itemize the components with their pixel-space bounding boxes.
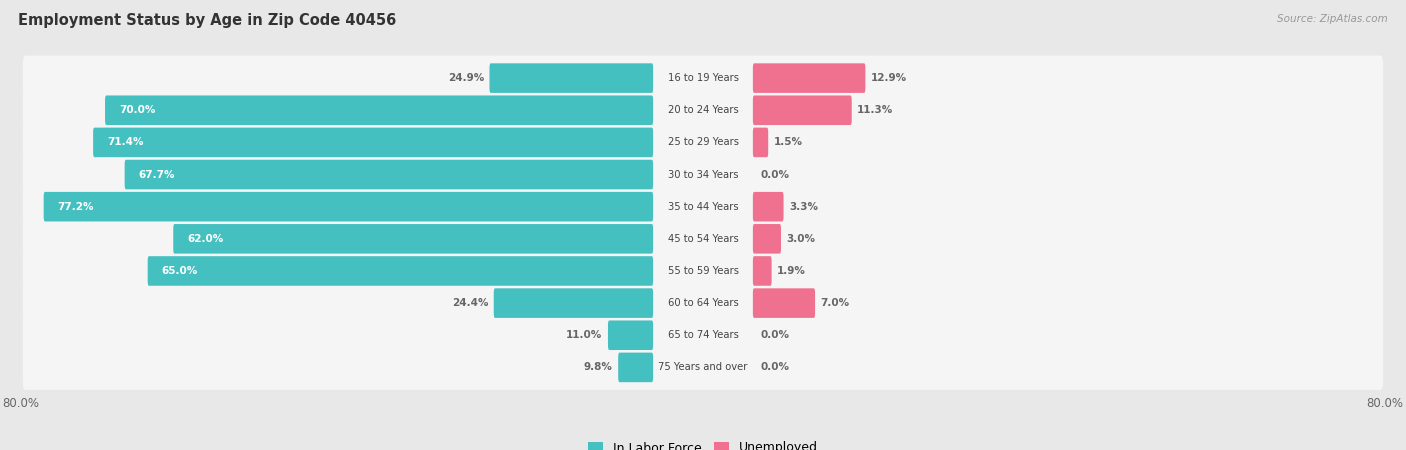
Text: 16 to 19 Years: 16 to 19 Years [668, 73, 738, 83]
Text: 1.5%: 1.5% [773, 137, 803, 148]
FancyBboxPatch shape [489, 63, 654, 93]
Text: 12.9%: 12.9% [870, 73, 907, 83]
Text: 65 to 74 Years: 65 to 74 Years [668, 330, 738, 340]
FancyBboxPatch shape [752, 192, 783, 221]
Text: 75 Years and over: 75 Years and over [658, 362, 748, 373]
FancyBboxPatch shape [22, 281, 1384, 326]
Text: 67.7%: 67.7% [139, 170, 176, 180]
Text: Employment Status by Age in Zip Code 40456: Employment Status by Age in Zip Code 404… [18, 14, 396, 28]
Text: 35 to 44 Years: 35 to 44 Years [668, 202, 738, 211]
FancyBboxPatch shape [22, 56, 1384, 101]
Text: 71.4%: 71.4% [107, 137, 143, 148]
Text: 30 to 34 Years: 30 to 34 Years [668, 170, 738, 180]
FancyBboxPatch shape [22, 216, 1384, 261]
Text: 65.0%: 65.0% [162, 266, 198, 276]
FancyBboxPatch shape [44, 192, 654, 221]
Text: 7.0%: 7.0% [821, 298, 849, 308]
Text: 3.0%: 3.0% [786, 234, 815, 244]
FancyBboxPatch shape [22, 184, 1384, 229]
FancyBboxPatch shape [22, 248, 1384, 293]
Text: 1.9%: 1.9% [778, 266, 806, 276]
FancyBboxPatch shape [752, 63, 865, 93]
FancyBboxPatch shape [125, 160, 654, 189]
Text: 24.9%: 24.9% [447, 73, 484, 83]
Text: 45 to 54 Years: 45 to 54 Years [668, 234, 738, 244]
FancyBboxPatch shape [22, 152, 1384, 197]
FancyBboxPatch shape [22, 313, 1384, 358]
FancyBboxPatch shape [752, 128, 768, 157]
Legend: In Labor Force, Unemployed: In Labor Force, Unemployed [583, 436, 823, 450]
Text: 0.0%: 0.0% [761, 170, 790, 180]
Text: 60 to 64 Years: 60 to 64 Years [668, 298, 738, 308]
Text: 9.8%: 9.8% [583, 362, 613, 373]
FancyBboxPatch shape [22, 120, 1384, 165]
FancyBboxPatch shape [105, 95, 654, 125]
Text: 3.3%: 3.3% [789, 202, 818, 211]
Text: 24.4%: 24.4% [451, 298, 488, 308]
FancyBboxPatch shape [752, 256, 772, 286]
Text: 70.0%: 70.0% [120, 105, 156, 115]
Text: 55 to 59 Years: 55 to 59 Years [668, 266, 738, 276]
FancyBboxPatch shape [752, 288, 815, 318]
FancyBboxPatch shape [173, 224, 654, 254]
Text: Source: ZipAtlas.com: Source: ZipAtlas.com [1277, 14, 1388, 23]
Text: 11.0%: 11.0% [567, 330, 602, 340]
FancyBboxPatch shape [607, 320, 654, 350]
FancyBboxPatch shape [22, 345, 1384, 390]
Text: 25 to 29 Years: 25 to 29 Years [668, 137, 738, 148]
FancyBboxPatch shape [148, 256, 654, 286]
Text: 20 to 24 Years: 20 to 24 Years [668, 105, 738, 115]
FancyBboxPatch shape [494, 288, 654, 318]
Text: 11.3%: 11.3% [858, 105, 894, 115]
FancyBboxPatch shape [93, 128, 654, 157]
FancyBboxPatch shape [752, 95, 852, 125]
FancyBboxPatch shape [752, 224, 780, 254]
Text: 62.0%: 62.0% [187, 234, 224, 244]
Text: 0.0%: 0.0% [761, 362, 790, 373]
Text: 0.0%: 0.0% [761, 330, 790, 340]
FancyBboxPatch shape [619, 353, 654, 382]
Text: 77.2%: 77.2% [58, 202, 94, 211]
FancyBboxPatch shape [22, 88, 1384, 133]
